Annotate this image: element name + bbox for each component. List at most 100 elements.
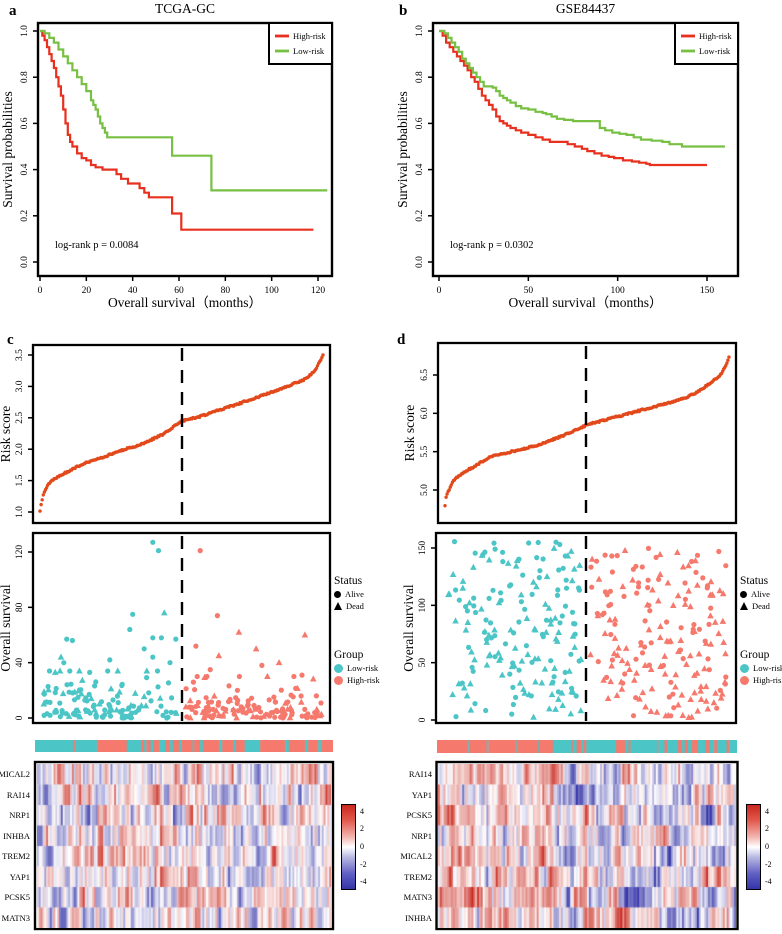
low-risk-points [445,539,585,720]
plot-border [31,531,332,725]
colorbar-tick--2: -2 [765,859,772,869]
high-risk-points [587,545,729,721]
risk-score-dots [443,355,731,508]
svg-text:High-risk: High-risk [293,31,326,41]
km-curve-high-risk [439,29,707,167]
svg-text:Overall survival: Overall survival [401,584,416,672]
expression-heatmap-c [37,764,331,928]
svg-text:50: 50 [418,658,428,668]
gene-label-nrp1: NRP1 [9,810,30,821]
heatmap-colorbar-c: 4 2 0 -2 -4 [341,804,375,894]
gene-label-matn3: MATN3 [1,912,30,923]
gene-label-nrp1: NRP1 [411,830,432,841]
svg-text:Risk score: Risk score [0,406,13,463]
svg-text:3.5: 3.5 [15,349,25,361]
km-curve-high-risk [40,29,314,231]
svg-text:1.0: 1.0 [415,25,425,37]
svg-text:150: 150 [700,286,715,296]
svg-text:Overall survival（months）: Overall survival（months） [508,295,662,310]
colorbar-tick--2: -2 [360,859,367,869]
colorbar-gradient [341,804,356,890]
svg-text:5.0: 5.0 [420,484,430,496]
gene-label-mical2: MICAL2 [400,851,432,862]
colorbar-gradient [746,804,761,890]
colorbar-tick-4: 4 [360,806,364,816]
gene-label-rai14: RAI14 [6,789,30,800]
legend-item-low-risk: Low-risk [334,663,382,673]
panel-label-b: b [399,3,408,19]
gene-label-inhba: INHBA [3,830,30,841]
svg-text:Overall survival: Overall survival [0,584,13,672]
svg-text:40: 40 [128,286,138,296]
svg-text:2.0: 2.0 [15,443,25,455]
alive-label: Alive [751,589,770,599]
svg-text:0: 0 [437,286,442,296]
panel-label-c: c [7,332,14,348]
svg-text:0: 0 [15,715,25,720]
km-title-tcga: TCGA-GC [155,1,215,16]
svg-text:6.0: 6.0 [420,407,430,419]
alive-label: Alive [345,589,364,599]
logrank-annotation-a: log-rank p = 0.0084 [55,240,139,251]
svg-text:0.2: 0.2 [20,210,30,222]
km-panel-b: 0.0 0.2 0.4 0.6 0.8 1.0 0 50 100 150 Survival prob… [395,21,740,310]
heatmap-colorbar-d: 4 2 0 -2 -4 [746,804,780,894]
plot-border [434,531,738,725]
svg-text:0: 0 [418,717,428,722]
km-panel-a: 0.0 0.2 0.4 0.6 0.8 1.0 0 20 40 60 80 100 120 Surviva… [0,21,334,310]
high-risk-label: High-risk [347,675,380,685]
colorbar-tick-2: 2 [360,824,364,834]
svg-text:20: 20 [82,286,92,296]
svg-text:100: 100 [265,286,280,296]
alive-circle-icon [334,590,341,598]
plot-border [31,343,332,525]
svg-text:0: 0 [38,286,43,296]
legend-item-alive: Alive [334,589,382,599]
svg-text:0.0: 0.0 [20,256,30,268]
gene-labels-c: MICAL2 RAI14 NRP1 INHBA TREM2 YAP1 PCSK5 MATN3 [0,762,32,930]
km-curve-low-risk [40,29,328,192]
gene-label-pcsk5: PCSK5 [406,810,432,821]
low-risk-dot-icon [334,663,343,673]
logrank-annotation-b: log-rank p = 0.0302 [450,240,534,251]
legend-item-dead: Dead [740,601,782,611]
svg-text:1.5: 1.5 [15,474,25,486]
svg-text:80: 80 [15,602,25,612]
gene-label-inhba: INHBA [405,912,432,923]
svg-text:3.0: 3.0 [15,380,25,392]
high-risk-points [182,548,325,721]
risk-group-annotation-bar-d [437,740,737,753]
svg-text:1.0: 1.0 [20,25,30,37]
high-risk-dot-icon [740,675,749,685]
risk-score-plot-c: 1.0 1.5 2.0 2.5 3.0 3.5 Risk score [0,343,332,525]
legend-item-low-risk: Low-risk [740,663,782,673]
svg-text:0.4: 0.4 [20,163,30,175]
svg-text:0.6: 0.6 [415,117,425,129]
panel-label-a: a [9,3,17,19]
risk-score-dots [38,353,325,513]
status-legend-title: Status [334,575,363,587]
gene-label-trem2: TREM2 [2,851,30,862]
dead-label: Dead [346,601,364,611]
legend-item-high-risk: High-risk [740,675,782,685]
plot-border [431,21,740,278]
svg-text:0.8: 0.8 [20,71,30,83]
km-legend-box [268,22,333,65]
plot-border [436,341,738,525]
svg-text:Risk score: Risk score [402,405,417,462]
survival-scatter: 0 40 80 120 Overall survival [0,531,332,725]
expression-heatmap-d [438,764,736,928]
legend-item-alive: Alive [740,589,782,599]
svg-text:Survival probabilities: Survival probabilities [0,91,15,208]
risk-group-annotation-bar-c [35,740,333,752]
dead-label: Dead [752,601,770,611]
svg-text:High-risk: High-risk [699,31,732,41]
gene-label-matn3: MATN3 [403,892,432,903]
svg-text:Overall survival（months）: Overall survival（months） [108,295,262,310]
low-risk-dot-icon [740,663,749,673]
svg-text:Low-risk: Low-risk [699,46,731,56]
alive-circle-icon [740,590,747,598]
svg-text:Low-risk: Low-risk [293,46,325,56]
